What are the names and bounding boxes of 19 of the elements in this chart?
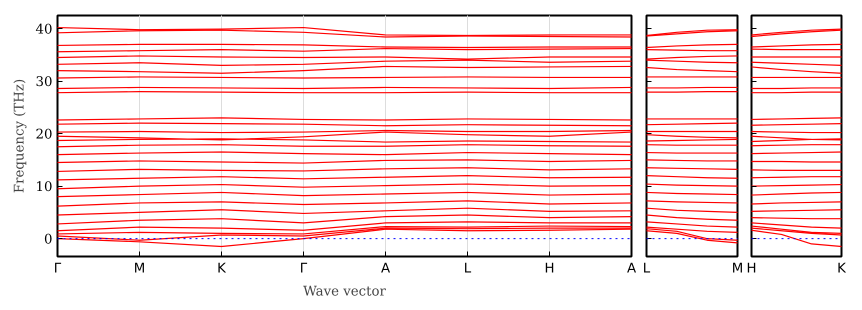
x-tick-label: K (837, 262, 848, 276)
x-tick-label: Γ (54, 262, 62, 276)
x-tick-label: M (732, 262, 744, 276)
y-tick-label: 0 (44, 232, 53, 248)
y-tick-label: 20 (36, 128, 53, 143)
x-tick-label: H (746, 262, 757, 276)
x-tick-label: Γ (300, 262, 308, 276)
x-tick-label: L (464, 262, 472, 276)
y-tick-label: 40 (36, 22, 53, 38)
y-tick-label: 30 (36, 75, 53, 90)
x-tick-label: A (380, 262, 390, 276)
x-tick-label: K (217, 262, 228, 276)
x-tick-label: L (642, 262, 651, 276)
y-axis-title: Frequency (THz) (12, 78, 28, 194)
y-tick-label: 10 (36, 180, 53, 196)
x-tick-label: A (626, 262, 636, 276)
x-tick-label: H (544, 262, 555, 276)
x-tick-label: M (134, 262, 146, 276)
x-axis-title: Wave vector (303, 284, 387, 300)
